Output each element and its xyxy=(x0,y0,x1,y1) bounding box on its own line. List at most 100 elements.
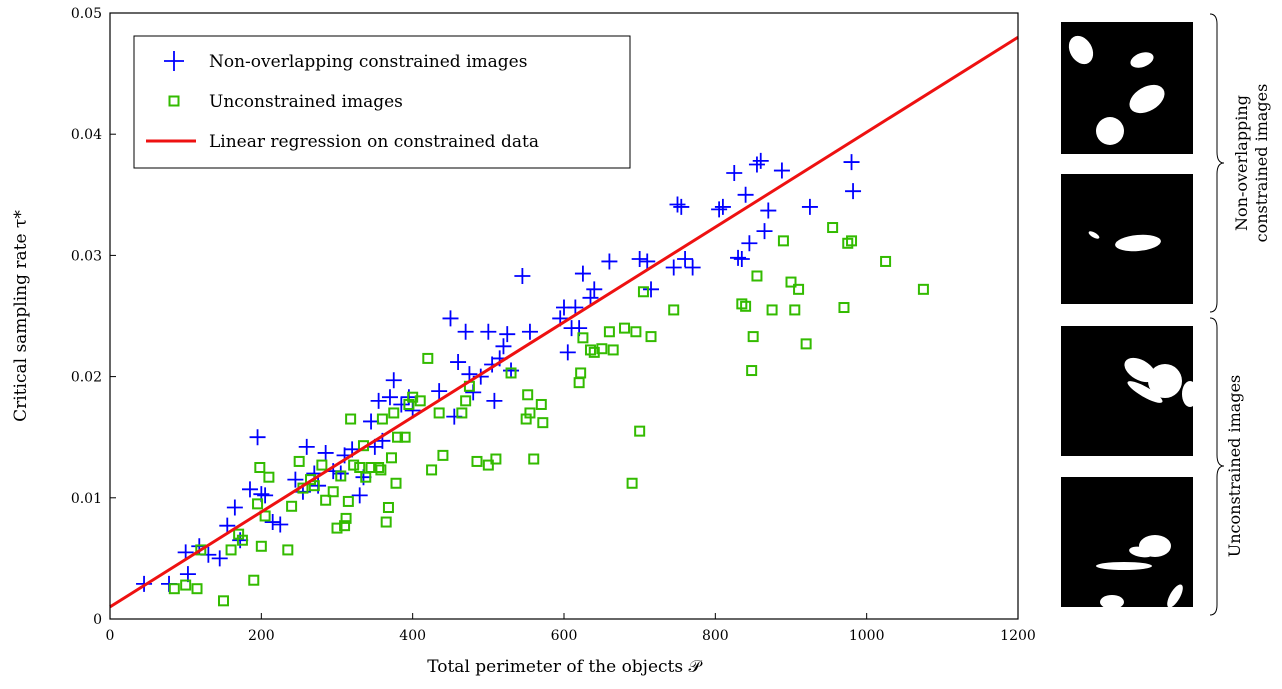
legend-plus-marker xyxy=(164,51,184,71)
constrained-point xyxy=(461,366,478,383)
unconstrained-point xyxy=(191,583,203,595)
x-tick-label: 600 xyxy=(551,628,578,644)
constrained-point xyxy=(450,354,467,371)
blob-shape xyxy=(1100,595,1124,609)
y-axis-label: Critical sampling rate τ* xyxy=(11,210,31,422)
unconstrained-point xyxy=(460,395,472,407)
legend-entry-unconstrained: Unconstrained images xyxy=(168,92,403,112)
unconstrained-point xyxy=(535,398,547,410)
legend-square-marker xyxy=(168,95,180,107)
unconstrained-point xyxy=(490,453,502,465)
y-tick-label: 0 xyxy=(93,612,102,628)
unconstrained-point xyxy=(575,367,587,379)
unconstrained-point xyxy=(327,486,339,498)
unconstrained-point xyxy=(263,471,275,483)
blob-shape xyxy=(1088,231,1100,239)
constrained-point xyxy=(567,299,584,316)
blob-shape xyxy=(1148,364,1182,398)
unconstrained-point xyxy=(746,365,758,377)
unconstrained-point xyxy=(471,455,483,467)
unconstrained-point xyxy=(354,462,366,473)
y-tick-label: 0.01 xyxy=(71,491,102,507)
unconstrained-point xyxy=(619,322,631,334)
brace-constrained xyxy=(1209,13,1225,313)
regression-line xyxy=(109,35,1019,609)
unconstrained-point xyxy=(433,407,445,419)
unconstrained-point xyxy=(380,516,392,528)
unconstrained-point xyxy=(607,344,619,356)
constrained-point xyxy=(665,259,682,276)
constrained-point xyxy=(264,514,281,531)
unconstrained-point xyxy=(259,510,271,522)
unconstrained-point xyxy=(286,500,298,512)
legend-label-unconstrained: Unconstrained images xyxy=(209,92,403,112)
unconstrained-point xyxy=(668,304,680,316)
legend-entry-regression: Linear regression on constrained data xyxy=(146,132,539,152)
unconstrained-point xyxy=(482,459,494,471)
constrained-point xyxy=(733,251,750,268)
constrained-point xyxy=(241,481,258,498)
unconstrained-point xyxy=(342,495,354,507)
example-image-4 xyxy=(1061,477,1193,609)
x-tick-label: 800 xyxy=(702,628,729,644)
constrained-point xyxy=(179,566,196,583)
y-tick-label: 0.04 xyxy=(71,127,102,143)
unconstrained-point xyxy=(414,395,426,407)
unconstrained-point xyxy=(596,343,608,355)
constrained-point xyxy=(385,372,402,389)
constrained-point xyxy=(760,202,777,219)
constrained-point xyxy=(431,383,448,400)
constrained-point xyxy=(393,396,410,413)
constrained-point xyxy=(442,310,459,327)
constrained-point xyxy=(298,438,315,455)
unconstrained-point xyxy=(630,326,642,338)
legend: Non-overlapping constrained images Uncon… xyxy=(133,35,631,169)
side-label-constrained-line2: constrained images xyxy=(1252,84,1271,243)
unconstrained-point xyxy=(537,417,549,429)
unconstrained-point xyxy=(331,522,343,534)
unconstrained-point xyxy=(637,286,649,298)
unconstrained-point xyxy=(399,431,411,443)
constrained-point xyxy=(741,235,758,252)
constrained-point xyxy=(370,392,387,409)
constrained-point xyxy=(226,499,243,516)
constrained-point xyxy=(521,323,538,340)
constrained-point xyxy=(730,249,747,266)
example-image-1 xyxy=(1061,22,1193,154)
unconstrained-point xyxy=(917,283,929,295)
constrained-point xyxy=(639,253,656,270)
constrained-point xyxy=(219,517,236,534)
unconstrained-point xyxy=(248,574,260,586)
unconstrained-point xyxy=(252,498,264,510)
image-panel xyxy=(1061,477,1193,607)
unconstrained-point xyxy=(390,477,402,489)
unconstrained-point xyxy=(345,413,357,425)
example-image-3 xyxy=(1061,326,1198,456)
constrained-point xyxy=(737,186,754,203)
unconstrained-point xyxy=(225,544,237,556)
unconstrained-point xyxy=(603,326,615,338)
legend-entry-constrained: Non-overlapping constrained images xyxy=(164,51,527,72)
y-tick-label: 0.05 xyxy=(71,6,102,22)
unconstrained-point xyxy=(751,270,763,282)
constrained-point xyxy=(631,251,648,268)
unconstrained-point xyxy=(293,455,305,467)
unconstrained-point xyxy=(180,579,192,591)
constrained-point xyxy=(684,259,701,276)
unconstrained-point xyxy=(626,477,638,489)
unconstrained-point xyxy=(505,367,517,379)
unconstrained-point xyxy=(846,235,858,247)
unconstrained-point xyxy=(385,452,397,464)
unconstrained-point xyxy=(236,534,248,546)
unconstrained-point xyxy=(789,304,801,316)
unconstrained-point xyxy=(747,331,759,343)
constrained-point xyxy=(287,471,304,488)
x-tick-label: 200 xyxy=(248,628,275,644)
unconstrained-point xyxy=(392,431,404,443)
unconstrained-point xyxy=(195,544,207,556)
brace-unconstrained xyxy=(1209,317,1225,616)
constrained-point xyxy=(486,392,503,409)
x-axis-ticks: 0 200 400 600 800 1000 1200 xyxy=(106,613,1036,644)
unconstrained-point xyxy=(777,235,789,247)
